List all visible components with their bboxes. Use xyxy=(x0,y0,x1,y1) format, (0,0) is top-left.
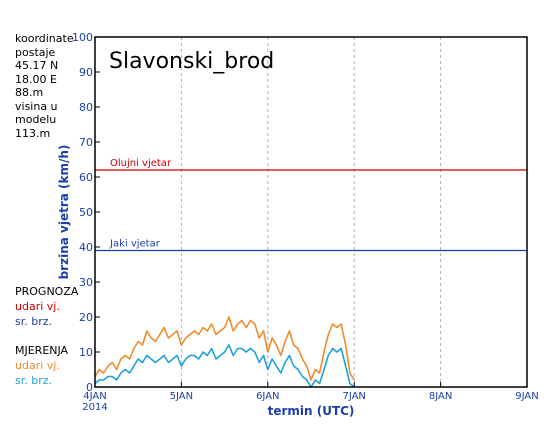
x-tick-label: 5JAN xyxy=(170,391,193,402)
series-group xyxy=(94,316,355,388)
legend-forecast-mean: sr. brz. xyxy=(15,315,53,328)
legend-forecast-gust: udari vj. xyxy=(15,300,60,313)
y-tick-label: 70 xyxy=(79,136,93,149)
threshold-label: Olujni vjetar xyxy=(110,158,172,169)
station-info-line: visina u xyxy=(15,99,58,113)
x-tick-label: 9JAN xyxy=(515,391,538,402)
y-tick-label: 10 xyxy=(79,346,93,359)
y-tick-label: 30 xyxy=(79,276,93,289)
legend-measured: MJERENJA udari vj. sr. brz. xyxy=(15,343,68,388)
station-info-line: 45.17 N xyxy=(15,59,59,72)
legend-measured-gust: udari vj. xyxy=(15,359,60,372)
x-tick-label: 6JAN xyxy=(256,391,279,402)
threshold-label: Jaki vjetar xyxy=(109,239,161,250)
y-tick-label: 50 xyxy=(79,206,93,219)
x-axis-label: termin (UTC) xyxy=(268,404,355,418)
legend-forecast-title: PROGNOZA xyxy=(15,285,79,298)
y-tick-label: 40 xyxy=(79,241,93,254)
legend-measured-mean: sr. brz. xyxy=(15,374,53,387)
y-tick-label: 90 xyxy=(79,66,93,79)
x-tick-label: 7JAN xyxy=(342,391,365,402)
y-axis-label: brzina vjetra (km/h) xyxy=(57,145,71,280)
y-tick-label: 80 xyxy=(79,101,93,114)
x-tick-label: 4JAN xyxy=(83,391,106,402)
y-tick-label: 20 xyxy=(79,311,93,324)
chart-title: Slavonski_brod xyxy=(109,49,274,74)
x-tick-sublabel: 2014 xyxy=(82,402,107,413)
thresholds: Olujni vjetar Jaki vjetar xyxy=(95,158,527,252)
x-tick-label: 8JAN xyxy=(429,391,452,402)
station-info-line: postaje xyxy=(15,45,56,59)
station-info-line: modelu xyxy=(15,113,57,126)
legend-measured-title: MJERENJA xyxy=(15,344,69,357)
y-tick-label: 60 xyxy=(79,171,93,184)
y-tick-label: 0 xyxy=(86,381,93,394)
station-info-line: 113.m xyxy=(15,126,51,140)
legend-forecast: PROGNOZA udari vj. sr. brz. xyxy=(15,284,78,329)
series-mean-line xyxy=(94,344,355,388)
station-info-line: koordinate xyxy=(15,32,74,45)
station-info-line: 88.m xyxy=(15,86,44,99)
station-info: koordinate postaje 45.17 N 18.00 E 88.m … xyxy=(15,32,74,140)
station-info-line: 18.00 E xyxy=(15,72,57,86)
y-tick-label: 100 xyxy=(72,31,93,44)
series-gust-line xyxy=(94,316,355,381)
grid xyxy=(180,37,442,387)
